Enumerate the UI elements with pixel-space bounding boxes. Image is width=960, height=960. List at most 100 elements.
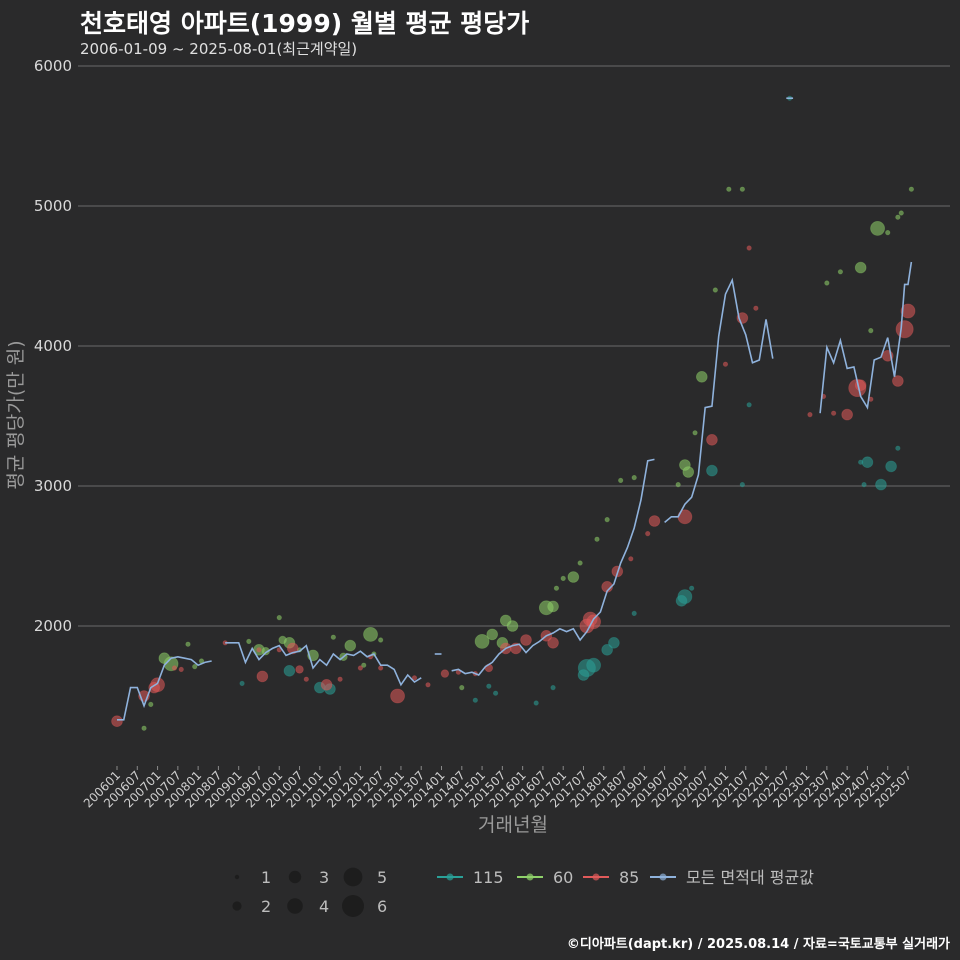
data-point: [246, 638, 252, 645]
data-point: [875, 478, 887, 491]
x-axis-ticks: 2006012006072007012007072008012008072009…: [81, 766, 914, 811]
data-point: [256, 670, 269, 683]
data-point: [604, 516, 610, 523]
data-point: [908, 186, 914, 192]
data-point: [739, 186, 745, 192]
data-point: [320, 678, 333, 691]
data-point: [892, 375, 904, 387]
data-point: [861, 481, 867, 488]
data-point: [648, 515, 661, 527]
size-legend-label: 6: [377, 897, 387, 916]
data-point: [459, 684, 465, 691]
data-point: [870, 220, 885, 236]
size-legend-label: 3: [319, 868, 329, 887]
data-point: [171, 665, 178, 671]
size-legend-label: 4: [319, 897, 329, 916]
data-point: [547, 600, 559, 613]
data-point: [276, 614, 282, 621]
source-credit: ©디아파트(dapt.kr) / 2025.08.14 / 자료=국토교통부 실…: [566, 937, 950, 952]
data-point: [868, 327, 874, 334]
size-legend: 1 2 3 4 5 6: [232, 867, 387, 917]
data-point: [506, 620, 519, 632]
chart-subtitle: 2006-01-09 ~ 2025-08-01(최근계약일): [80, 40, 358, 58]
data-point: [363, 627, 378, 642]
data-point: [631, 610, 637, 617]
data-point: [553, 585, 560, 591]
series-115: [239, 95, 901, 706]
data-point: [344, 639, 357, 652]
color-legend-dot: [526, 873, 534, 881]
data-point: [261, 647, 270, 656]
data-point: [178, 666, 184, 673]
data-point: [895, 320, 914, 339]
data-point: [286, 642, 299, 655]
color-legend-dot: [659, 873, 667, 881]
data-point: [726, 186, 732, 192]
data-point: [895, 214, 901, 220]
data-point: [900, 303, 916, 319]
size-legend-label: 5: [377, 868, 387, 887]
data-point: [337, 676, 343, 682]
data-point: [739, 481, 745, 488]
data-point: [239, 680, 245, 687]
data-point: [560, 575, 566, 582]
data-point: [256, 647, 262, 653]
average-line: [451, 458, 655, 676]
data-point: [841, 408, 853, 421]
series-60: [141, 186, 914, 731]
data-point: [706, 433, 718, 446]
color-legend-label: 85: [619, 868, 639, 887]
data-point: [550, 684, 556, 691]
data-point: [854, 261, 867, 274]
data-point: [440, 669, 450, 678]
data-point: [594, 536, 600, 542]
y-tick-label: 5000: [34, 197, 72, 215]
average-line: [819, 261, 913, 414]
data-point: [520, 634, 532, 646]
data-point: [533, 700, 539, 706]
color-legend-dot: [446, 873, 454, 881]
data-point: [895, 445, 901, 451]
data-point: [885, 230, 891, 236]
size-legend-swatch: [342, 895, 364, 917]
data-point: [150, 677, 165, 693]
data-point: [330, 634, 336, 640]
data-point: [631, 474, 637, 481]
data-point: [411, 675, 418, 681]
average-line-layer: [117, 97, 913, 721]
scatter-points: [111, 95, 916, 731]
data-point: [378, 665, 384, 671]
average-line: [664, 277, 774, 524]
data-point: [295, 665, 304, 674]
data-point: [378, 637, 384, 643]
data-point: [885, 460, 897, 473]
data-point: [628, 556, 634, 562]
data-point: [390, 688, 405, 704]
data-point: [586, 657, 602, 673]
size-legend-swatch: [343, 867, 363, 887]
data-point: [722, 361, 729, 367]
data-point: [692, 430, 698, 436]
data-point: [837, 269, 843, 275]
size-legend-swatch: [232, 901, 242, 911]
chart-title: 천호태영 아파트(1999) 월별 평균 평당가: [80, 9, 530, 38]
data-point: [861, 456, 874, 469]
data-point: [472, 697, 478, 703]
data-point: [675, 481, 681, 488]
gridlines: [78, 65, 950, 627]
y-tick-label: 2000: [34, 617, 72, 635]
data-point: [898, 210, 904, 216]
color-legend-label: 115: [473, 868, 504, 887]
data-point: [753, 305, 759, 311]
data-point: [824, 280, 830, 286]
data-point: [601, 643, 613, 656]
color-legend-label: 60: [553, 868, 573, 887]
data-point: [682, 466, 695, 478]
data-point: [547, 636, 559, 649]
size-legend-swatch: [234, 874, 240, 880]
data-point: [746, 245, 752, 251]
data-point: [148, 701, 154, 708]
data-point: [303, 676, 309, 682]
data-point: [111, 715, 123, 727]
